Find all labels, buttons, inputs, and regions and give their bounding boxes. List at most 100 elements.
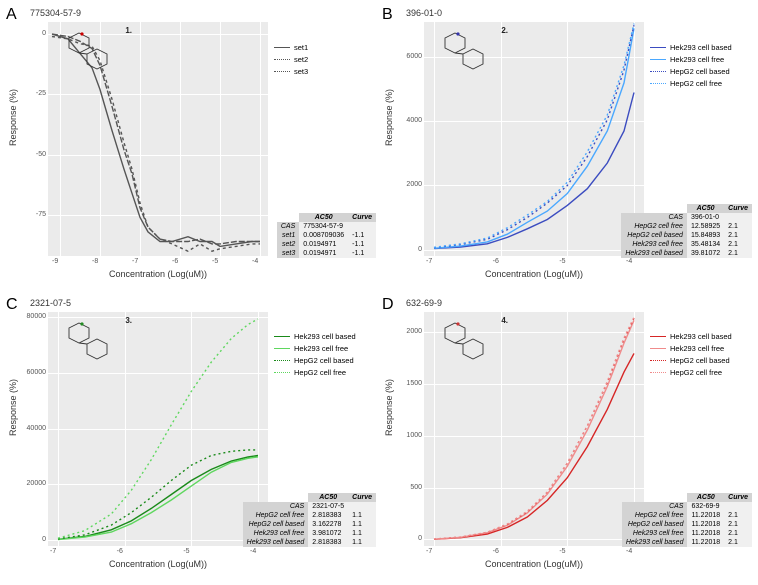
molecule-structure: 3. bbox=[54, 316, 132, 376]
legend-item: HepG2 cell free bbox=[650, 78, 732, 88]
molecule-number: 2. bbox=[501, 26, 508, 35]
ac50-table: AC50CurveCAS775304-57-9set10.008709036-1… bbox=[277, 213, 376, 258]
row-value: 15.84893 bbox=[687, 231, 724, 240]
row-value: 1.1 bbox=[348, 520, 376, 529]
panel-label: A bbox=[6, 6, 17, 24]
legend-label: Hek293 cell based bbox=[670, 332, 732, 341]
y-tick: 0 bbox=[388, 535, 422, 542]
x-tick: -4 bbox=[626, 548, 632, 555]
x-tick: -8 bbox=[92, 258, 98, 265]
ac50-table: AC50CurveCAS2321-07-5HepG2 cell free2.81… bbox=[243, 493, 376, 547]
y-tick: -50 bbox=[12, 151, 46, 158]
row-value: 3.162278 bbox=[308, 520, 348, 529]
table-header bbox=[277, 213, 299, 222]
table-row: CAS396-01-0 bbox=[621, 213, 752, 222]
y-tick: 80000 bbox=[12, 313, 46, 320]
x-tick: -5 bbox=[183, 548, 189, 555]
legend-item: HepG2 cell based bbox=[650, 66, 732, 76]
legend-item: HepG2 cell based bbox=[650, 356, 732, 366]
row-name: Hek293 cell free bbox=[621, 240, 687, 249]
legend-swatch bbox=[274, 47, 290, 48]
legend: Hek293 cell basedHek293 cell freeHepG2 c… bbox=[650, 42, 732, 90]
y-axis-label: Response (%) bbox=[8, 422, 18, 436]
molecule-structure: 2. bbox=[430, 26, 508, 86]
series-hek293-cell-based bbox=[58, 455, 258, 539]
table-row: CAS2321-07-5 bbox=[243, 502, 376, 511]
molecule-icon bbox=[54, 26, 124, 80]
row-value: 39.81072 bbox=[687, 249, 724, 258]
table-row: Hek293 cell based2.8183831.1 bbox=[243, 538, 376, 547]
legend-label: Hek293 cell based bbox=[670, 43, 732, 52]
x-axis-label: Concentration (Log(uM)) bbox=[88, 269, 228, 279]
legend-label: HepG2 cell based bbox=[670, 67, 730, 76]
legend-swatch bbox=[650, 47, 666, 48]
legend-swatch bbox=[650, 59, 666, 60]
row-name: HepG2 cell based bbox=[622, 520, 688, 529]
row-name: set1 bbox=[277, 231, 299, 240]
row-value: 2.1 bbox=[724, 249, 752, 258]
legend-swatch bbox=[650, 71, 666, 72]
table-row: CAS775304-57-9 bbox=[277, 222, 376, 231]
legend-item: Hek293 cell based bbox=[650, 332, 732, 342]
row-name: CAS bbox=[277, 222, 299, 231]
panel-d: D632-69-90500100015002000-7-6-5-4Respons… bbox=[380, 294, 754, 582]
x-tick: -7 bbox=[50, 548, 56, 555]
row-name: CAS bbox=[622, 502, 688, 511]
x-tick: -5 bbox=[212, 258, 218, 265]
y-tick: 2000 bbox=[388, 181, 422, 188]
molecule-number: 4. bbox=[501, 316, 508, 325]
compound-cas: 775304-57-9 bbox=[30, 8, 81, 18]
legend-item: set2 bbox=[274, 54, 308, 64]
table-header: Curve bbox=[348, 213, 376, 222]
panel-a: A775304-57-90-25-50-75-9-8-7-6-5-4Respon… bbox=[4, 4, 378, 292]
molecule-number: 3. bbox=[125, 316, 132, 325]
molecule-icon bbox=[430, 316, 500, 370]
y-axis-label: Response (%) bbox=[8, 132, 18, 146]
row-value: 2.1 bbox=[724, 240, 752, 249]
table-row: HepG2 cell free2.8183831.1 bbox=[243, 511, 376, 520]
y-axis-label: Response (%) bbox=[384, 132, 394, 146]
legend-swatch bbox=[274, 336, 290, 337]
molecule-icon bbox=[54, 316, 124, 370]
row-name: set3 bbox=[277, 249, 299, 258]
row-name: Hek293 cell free bbox=[243, 529, 309, 538]
row-name: HepG2 cell free bbox=[621, 222, 687, 231]
panel-b: B396-01-00200040006000-7-6-5-4Response (… bbox=[380, 4, 754, 292]
legend-item: set3 bbox=[274, 66, 308, 76]
x-tick: -4 bbox=[626, 258, 632, 265]
table-row: Hek293 cell based11.220182.1 bbox=[622, 538, 752, 547]
x-axis-label: Concentration (Log(uM)) bbox=[88, 559, 228, 569]
molecule-structure: 4. bbox=[430, 316, 508, 376]
row-name: HepG2 cell free bbox=[243, 511, 309, 520]
x-tick: -4 bbox=[252, 258, 258, 265]
y-tick: 0 bbox=[12, 536, 46, 543]
table-header bbox=[622, 493, 688, 502]
row-value bbox=[348, 222, 376, 231]
y-tick: 6000 bbox=[388, 53, 422, 60]
ac50-table: AC50CurveCAS632-69-9HepG2 cell free11.22… bbox=[622, 493, 752, 547]
legend-label: HepG2 cell free bbox=[670, 79, 722, 88]
row-value: 3.981072 bbox=[308, 529, 348, 538]
x-tick: -6 bbox=[493, 258, 499, 265]
x-tick: -6 bbox=[117, 548, 123, 555]
row-value: -1.1 bbox=[348, 249, 376, 258]
table-row: CAS632-69-9 bbox=[622, 502, 752, 511]
row-value: 11.22018 bbox=[687, 511, 724, 520]
table-row: set30.0194971-1.1 bbox=[277, 249, 376, 258]
row-name: set2 bbox=[277, 240, 299, 249]
table-row: HepG2 cell based3.1622781.1 bbox=[243, 520, 376, 529]
table-header: Curve bbox=[724, 204, 752, 213]
table-header: AC50 bbox=[299, 213, 348, 222]
row-name: CAS bbox=[621, 213, 687, 222]
row-name: HepG2 cell based bbox=[243, 520, 309, 529]
x-tick: -7 bbox=[426, 258, 432, 265]
table-row: Hek293 cell free11.220182.1 bbox=[622, 529, 752, 538]
x-tick: -7 bbox=[426, 548, 432, 555]
row-value: 396-01-0 bbox=[687, 213, 724, 222]
row-value: 1.1 bbox=[348, 511, 376, 520]
legend-label: set2 bbox=[294, 55, 308, 64]
legend-label: HepG2 cell based bbox=[294, 356, 354, 365]
legend-label: Hek293 cell free bbox=[294, 344, 348, 353]
legend-label: Hek293 cell free bbox=[670, 344, 724, 353]
legend-swatch bbox=[650, 360, 666, 361]
